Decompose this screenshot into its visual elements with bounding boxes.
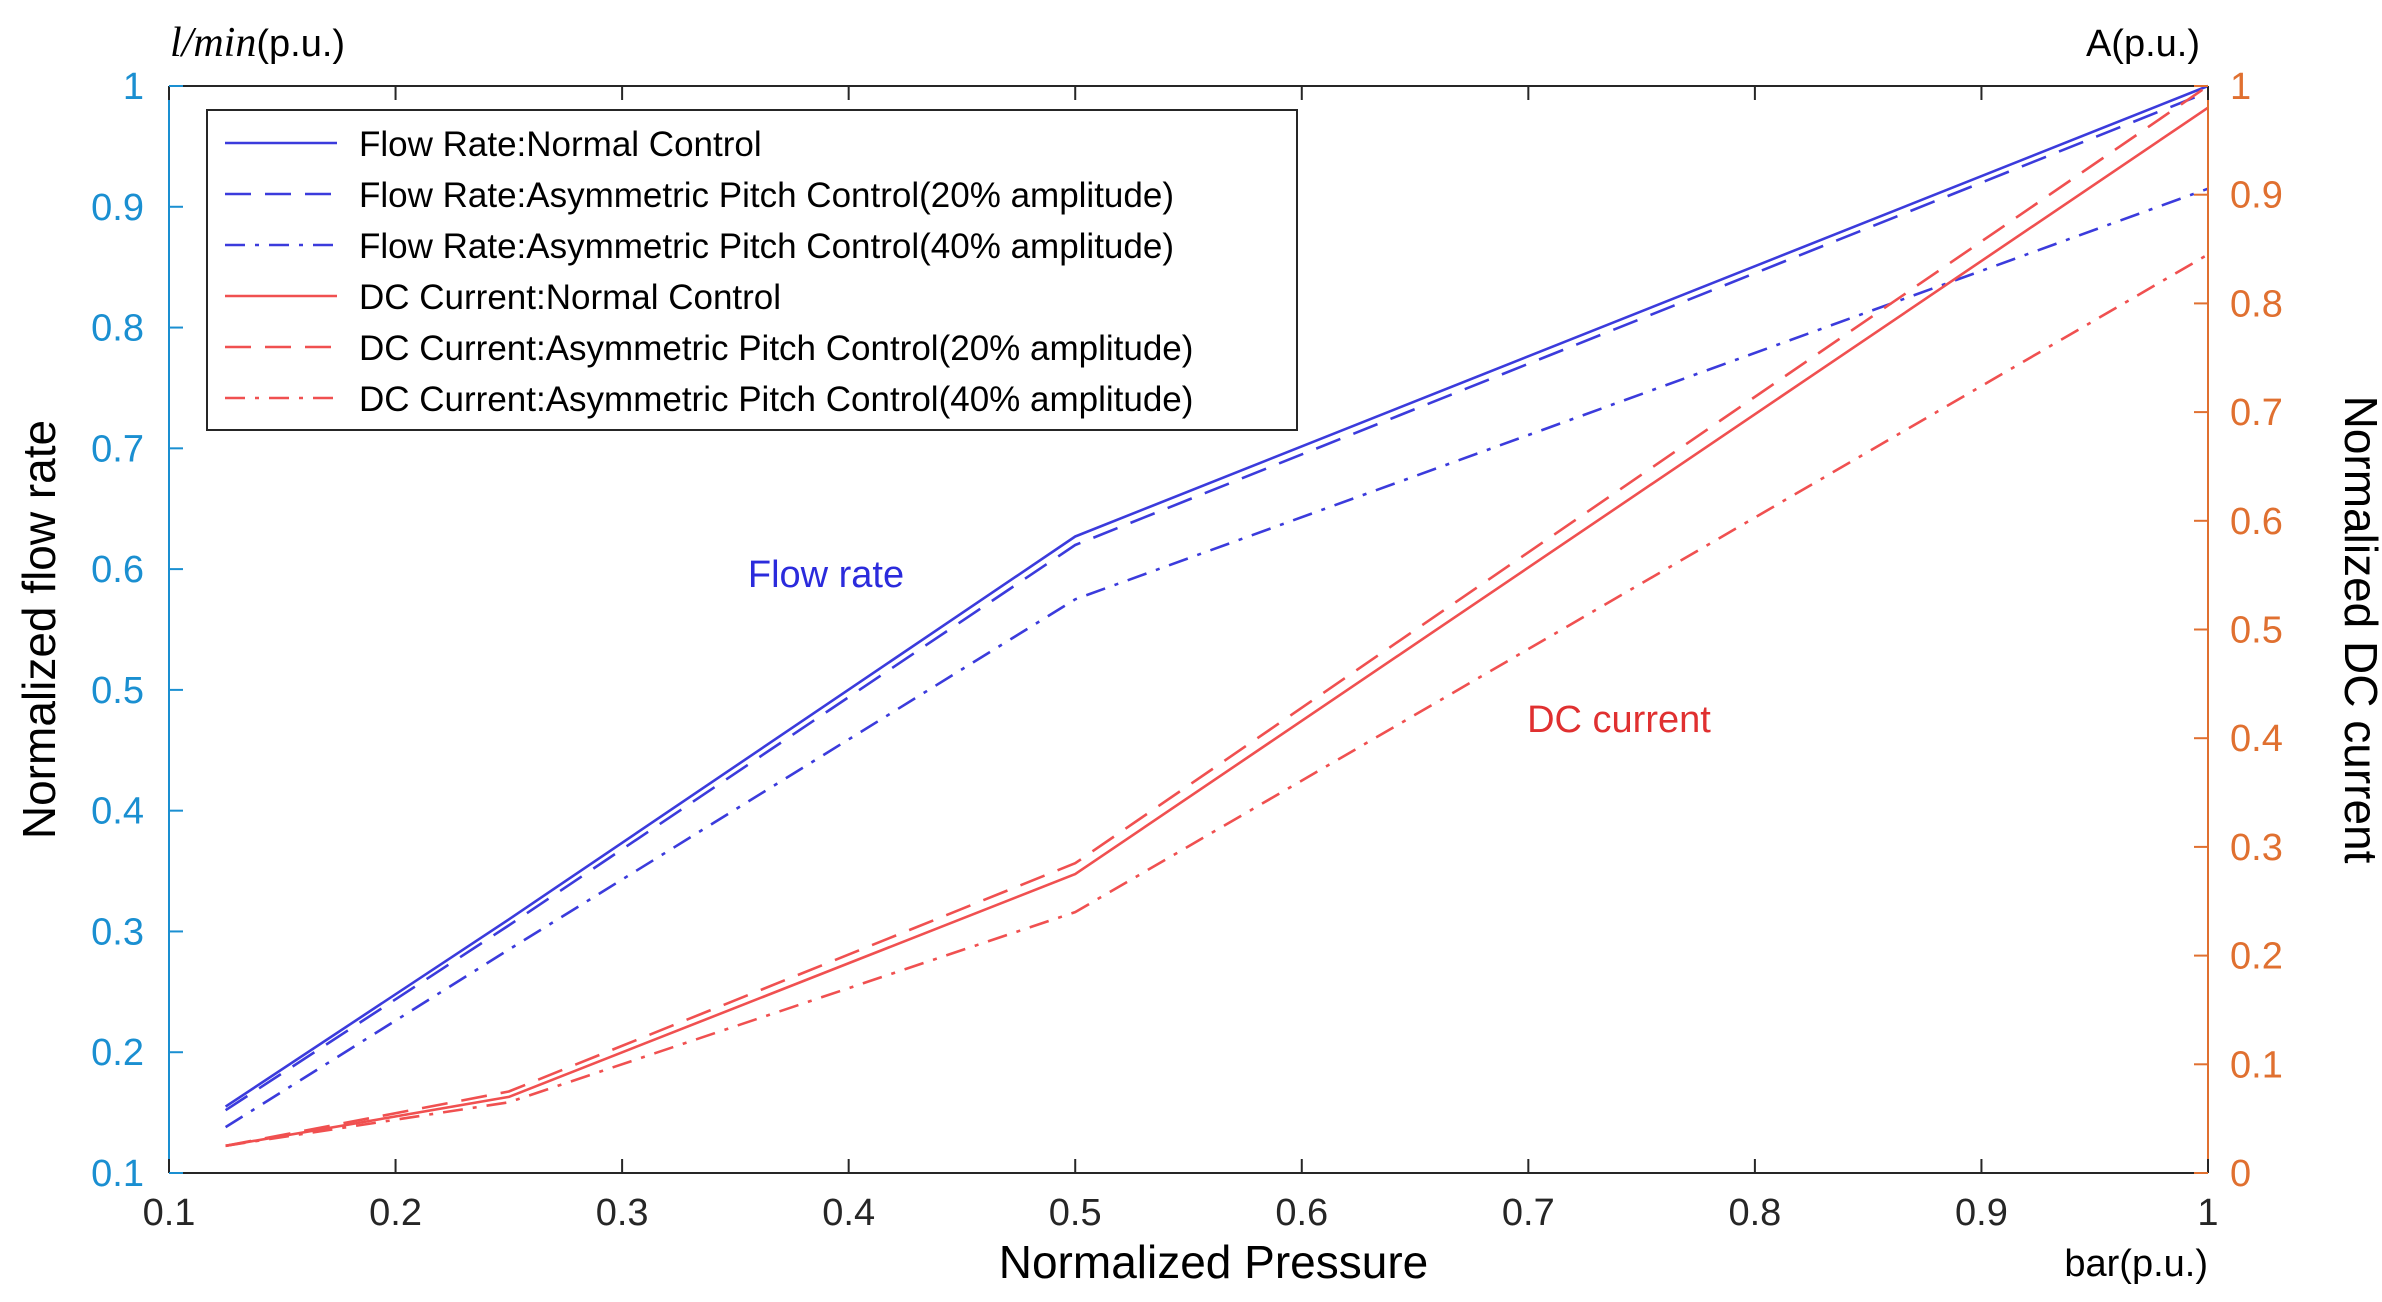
y-left-tick-label: 0.3 xyxy=(91,911,144,953)
y-right-tick-label: 0.3 xyxy=(2230,827,2283,869)
x-tick-label: 0.3 xyxy=(596,1192,649,1234)
annotation-layer: Flow rate DC current xyxy=(748,554,1711,741)
y-left-tick-label: 1 xyxy=(123,66,144,108)
y-left-tick-label: 0.4 xyxy=(91,791,144,833)
y-left-tick-label: 0.2 xyxy=(91,1032,144,1074)
series-line-1 xyxy=(224,84,2209,1108)
series-line-4 xyxy=(225,106,2209,1148)
legend-label: DC Current:Asymmetric Pitch Control(20% … xyxy=(359,329,1193,368)
series-line-6 xyxy=(225,253,2209,1148)
y-right-axis-title: Normalized DC current xyxy=(2335,396,2382,864)
x-axis-title: Normalized Pressure xyxy=(999,1236,1428,1288)
legend-label: DC Current:Asymmetric Pitch Control(40% … xyxy=(359,380,1193,419)
y-right-unit: A(p.u.) xyxy=(2086,23,2200,65)
y-left-tick-label: 0.1 xyxy=(91,1153,144,1195)
y-right-tick-label: 1 xyxy=(2230,66,2251,108)
x-tick-label: 0.6 xyxy=(1275,1192,1328,1234)
y-right-tick-label: 0.4 xyxy=(2230,718,2283,760)
x-tick-label: 0.7 xyxy=(1502,1192,1555,1234)
x-tick-label: 0.5 xyxy=(1049,1192,1102,1234)
series-line-5 xyxy=(225,84,2209,1148)
series-line-3 xyxy=(224,187,2209,1129)
y-left-unit-plain: (p.u.) xyxy=(256,23,345,65)
y-right-tick-label: 0.1 xyxy=(2230,1044,2283,1086)
legend-label: Flow Rate:Normal Control xyxy=(359,125,762,164)
x-tick-label: 0.9 xyxy=(1955,1192,2008,1234)
y-right-tick-label: 0.9 xyxy=(2230,175,2283,217)
y-left-tick-label: 0.9 xyxy=(91,187,144,229)
legend-box xyxy=(206,109,1298,431)
annotation-label: DC current xyxy=(1527,699,1711,741)
x-tick-label: 0.8 xyxy=(1728,1192,1781,1234)
y-left-tick-label: 0.5 xyxy=(91,670,144,712)
legend-label: Flow Rate:Asymmetric Pitch Control(40% a… xyxy=(359,227,1174,266)
x-axis-unit: bar(p.u.) xyxy=(2064,1243,2208,1285)
legend-label: DC Current:Normal Control xyxy=(359,278,781,317)
x-tick-label: 1 xyxy=(2197,1192,2218,1234)
x-tick-label: 0.2 xyxy=(369,1192,422,1234)
y-right-tick-label: 0.2 xyxy=(2230,936,2283,978)
y-right-tick-label: 0.8 xyxy=(2230,283,2283,325)
y-left-axis-title: Normalized flow rate xyxy=(13,420,65,839)
y-left-tick-label: 0.7 xyxy=(91,428,144,470)
y-right-tick-label: 0.7 xyxy=(2230,392,2283,434)
y-left-tick-label: 0.6 xyxy=(91,549,144,591)
legend-label: Flow Rate:Asymmetric Pitch Control(20% a… xyxy=(359,176,1174,215)
axes-layer: 0.1 0.2 0.3 0.4 0.5 0.6 0.7 0.8 0.9 1 0.1 0.2 0.3 0.4… xyxy=(13,20,2382,1288)
annotation-label: Flow rate xyxy=(748,554,904,596)
y-left-tick-label: 0.8 xyxy=(91,308,144,350)
x-tick-label: 0.1 xyxy=(143,1192,196,1234)
series-line-2 xyxy=(224,90,2209,1112)
legend: Flow Rate:Normal Control Flow Rate:Asymme… xyxy=(206,109,1298,431)
y-right-tick-label: 0.5 xyxy=(2230,610,2283,652)
y-right-tick-label: 0.6 xyxy=(2230,501,2283,543)
series-layer xyxy=(224,84,2209,1148)
y-right-tick-label: 0 xyxy=(2230,1153,2251,1195)
y-left-unit-italic: l/min xyxy=(170,20,256,66)
x-tick-label: 0.4 xyxy=(822,1192,875,1234)
y-left-unit: l/min(p.u.) xyxy=(170,20,345,66)
